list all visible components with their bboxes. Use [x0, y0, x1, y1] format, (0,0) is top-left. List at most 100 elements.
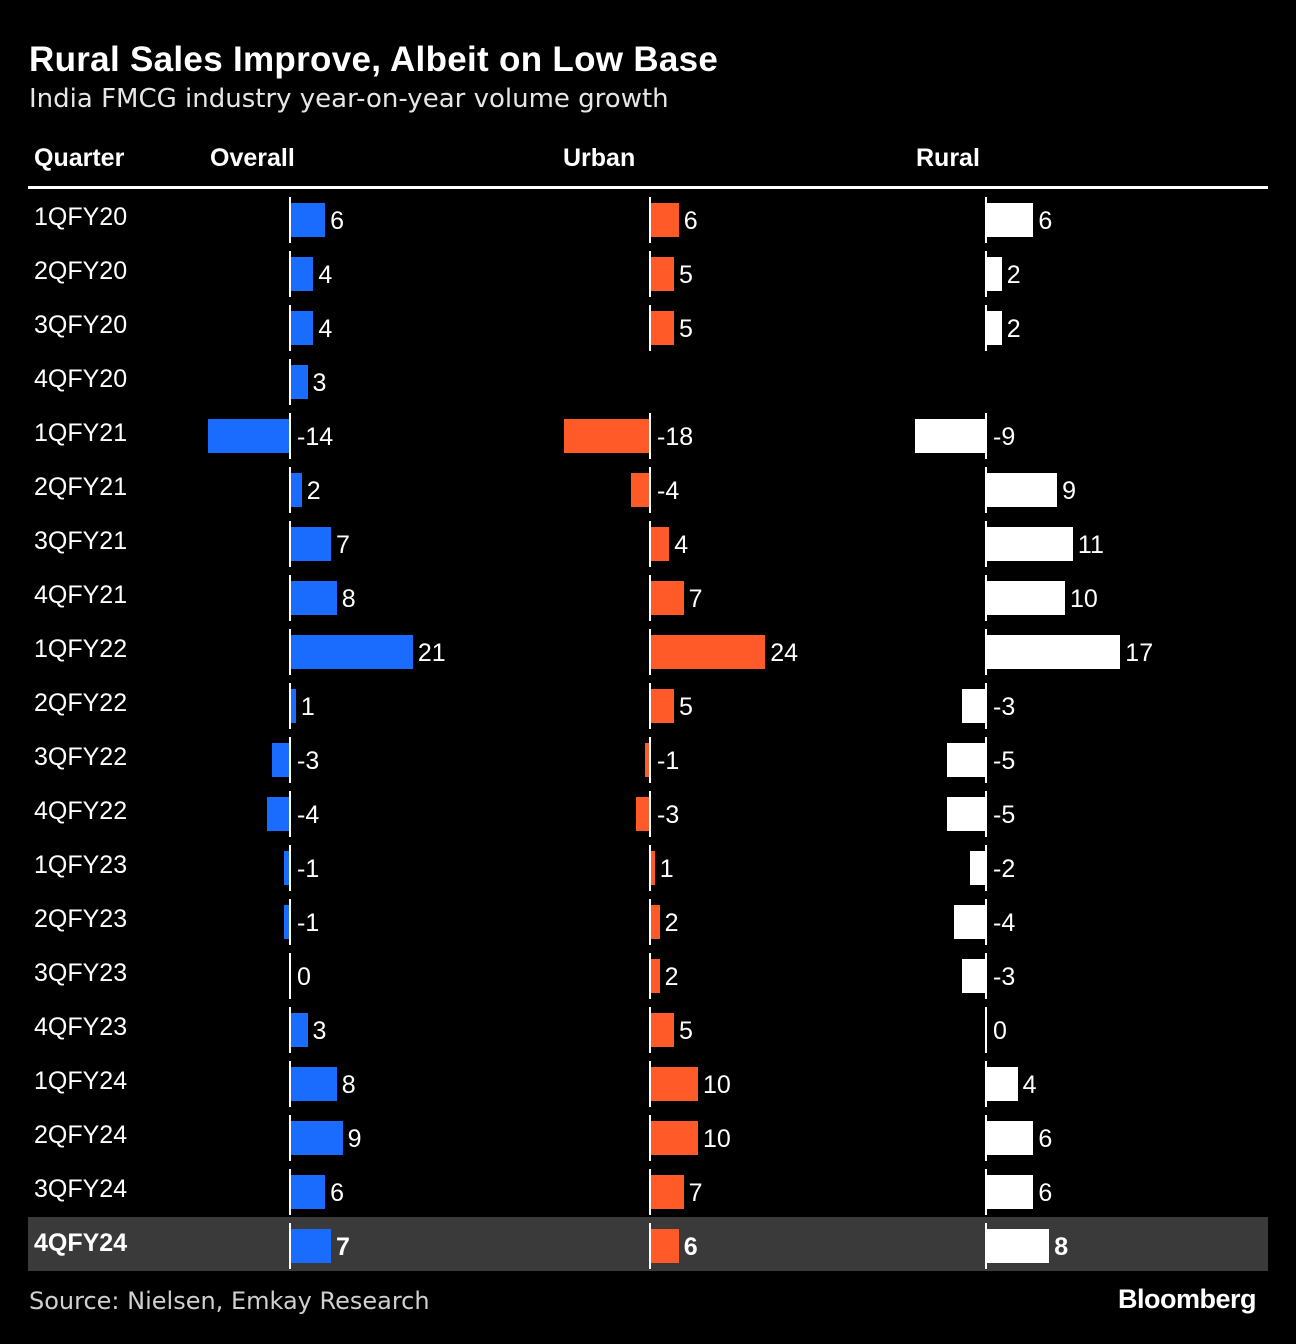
rural-bar	[986, 581, 1065, 615]
overall-value-label: -1	[297, 909, 320, 937]
urban-value-label: 10	[703, 1125, 731, 1153]
overall-zero-axis	[289, 305, 291, 351]
column-header-quarter: Quarter	[34, 144, 125, 172]
quarter-label: 4QFY24	[34, 1229, 128, 1257]
urban-bar	[650, 203, 679, 237]
source-note: Source: Nielsen, Emkay Research	[29, 1287, 430, 1315]
urban-bar	[650, 1067, 698, 1101]
urban-zero-axis	[649, 899, 651, 945]
overall-zero-axis	[289, 791, 291, 837]
rural-zero-axis	[985, 575, 987, 621]
overall-bar	[290, 635, 413, 669]
rural-bar	[962, 959, 986, 993]
quarter-label: 4QFY23	[34, 1013, 128, 1041]
overall-value-label: 7	[335, 531, 350, 559]
quarter-label: 2QFY23	[34, 905, 128, 933]
rural-zero-axis	[985, 467, 987, 513]
rural-bar	[986, 203, 1034, 237]
rural-value-label: 10	[1070, 585, 1098, 613]
quarter-label: 4QFY21	[34, 581, 128, 609]
urban-bar	[650, 635, 766, 669]
overall-bar	[290, 1121, 343, 1155]
urban-zero-axis	[649, 521, 651, 567]
overall-zero-axis	[289, 683, 291, 729]
overall-bar	[284, 905, 290, 939]
overall-value-label: 4	[318, 261, 333, 289]
rural-value-label: 4	[1022, 1071, 1037, 1099]
quarter-label: 2QFY22	[34, 689, 128, 717]
overall-value-label: 1	[300, 693, 315, 721]
urban-zero-axis	[649, 305, 651, 351]
urban-value-label: 2	[664, 909, 679, 937]
rural-zero-axis	[985, 413, 987, 459]
urban-bar	[650, 527, 670, 561]
rural-bar	[962, 689, 986, 723]
urban-zero-axis	[649, 251, 651, 297]
urban-value-label: -18	[657, 423, 694, 451]
rural-zero-axis	[985, 251, 987, 297]
overall-value-label: 8	[341, 585, 356, 613]
urban-value-label: 7	[688, 1179, 703, 1207]
rural-value-label: 11	[1077, 531, 1104, 559]
overall-zero-axis	[289, 1061, 291, 1107]
rural-bar	[986, 635, 1121, 669]
overall-bar	[290, 527, 331, 561]
overall-value-label: 7	[335, 1233, 350, 1261]
quarter-label: 1QFY24	[34, 1067, 128, 1095]
column-header-urban: Urban	[563, 144, 636, 172]
rural-value-label: 9	[1062, 477, 1076, 505]
column-header-rural: Rural	[916, 144, 980, 172]
urban-value-label: 5	[679, 315, 693, 343]
rural-value-label: -2	[993, 855, 1016, 883]
overall-bar	[290, 1013, 308, 1047]
overall-zero-axis	[289, 467, 291, 513]
rural-zero-axis	[985, 521, 987, 567]
overall-value-label: 3	[312, 1017, 327, 1045]
overall-zero-axis	[289, 1169, 291, 1215]
highlighted-row	[28, 1217, 1268, 1271]
urban-value-label: 2	[664, 963, 679, 991]
overall-value-label: 4	[318, 315, 333, 343]
quarter-label: 1QFY20	[34, 203, 128, 231]
chart-title: Rural Sales Improve, Albeit on Low Base	[29, 40, 719, 79]
rural-bar	[946, 743, 986, 777]
overall-value-label: -1	[297, 855, 320, 883]
overall-zero-axis	[289, 845, 291, 891]
quarter-label: 3QFY24	[34, 1175, 128, 1203]
overall-zero-axis	[289, 575, 291, 621]
quarter-label: 3QFY21	[34, 527, 128, 555]
overall-value-label: 21	[417, 639, 446, 667]
urban-bar	[650, 1229, 679, 1263]
urban-bar	[635, 797, 650, 831]
rural-value-label: 2	[1006, 315, 1021, 343]
rural-zero-axis	[985, 899, 987, 945]
overall-value-label: -3	[297, 747, 320, 775]
urban-zero-axis	[649, 953, 651, 999]
rural-value-label: -3	[993, 963, 1016, 991]
quarter-label: 4QFY22	[34, 797, 128, 825]
overall-bar	[208, 419, 290, 453]
overall-zero-axis	[289, 953, 291, 999]
urban-zero-axis	[649, 1061, 651, 1107]
rural-value-label: 6	[1038, 1179, 1053, 1207]
urban-bar	[650, 1121, 698, 1155]
urban-zero-axis	[649, 1007, 651, 1053]
overall-value-label: -14	[297, 423, 334, 451]
quarter-label: 1QFY21	[34, 419, 128, 447]
overall-zero-axis	[289, 521, 291, 567]
rural-zero-axis	[985, 1061, 987, 1107]
overall-zero-axis	[289, 737, 291, 783]
rural-bar	[986, 1121, 1034, 1155]
rural-zero-axis	[985, 1007, 987, 1053]
overall-bar	[290, 257, 314, 291]
rural-bar	[914, 419, 986, 453]
urban-bar	[650, 1013, 674, 1047]
urban-value-label: 6	[683, 207, 698, 235]
overall-value-label: -4	[297, 801, 320, 829]
urban-bar	[650, 851, 655, 885]
rural-zero-axis	[985, 1223, 987, 1269]
overall-bar	[290, 1067, 337, 1101]
overall-bar	[290, 203, 326, 237]
urban-bar	[563, 419, 650, 453]
rural-zero-axis	[985, 1115, 987, 1161]
